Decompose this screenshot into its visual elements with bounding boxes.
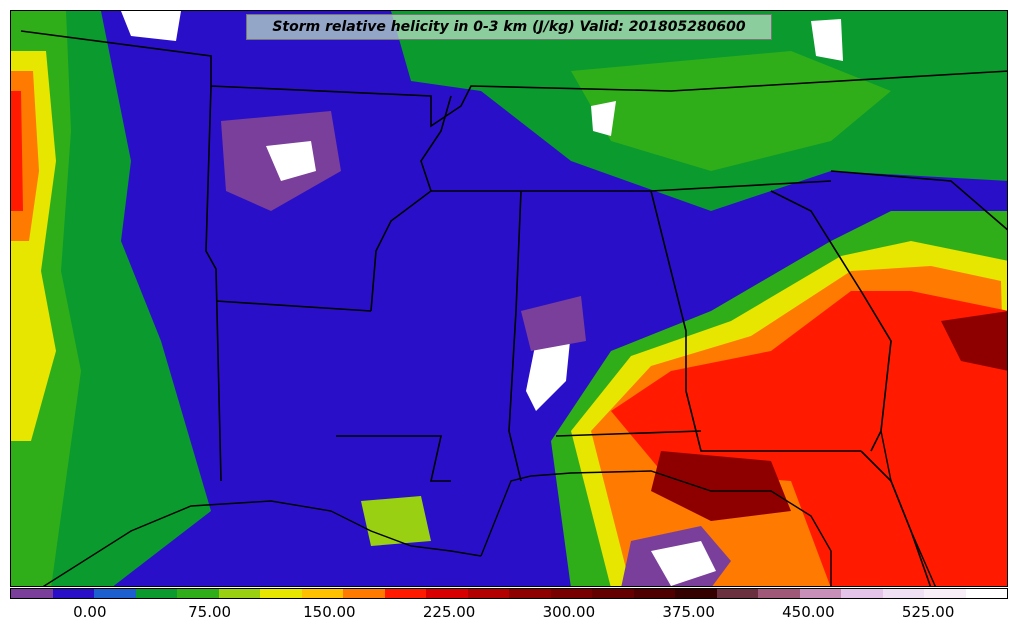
colorbar-segment — [135, 589, 177, 598]
field-red-southeast — [611, 291, 1007, 586]
helicity-map — [11, 11, 1007, 586]
colorbar-segment — [384, 589, 426, 598]
colorbar-tick-label: 525.00 — [901, 603, 955, 621]
colorbar — [10, 588, 1008, 599]
colorbar-segment — [426, 589, 468, 598]
field-white-alabama — [526, 331, 571, 411]
field-white-north — [121, 11, 181, 41]
field-darkred-carolina — [941, 311, 1007, 371]
colorbar-segment — [94, 589, 136, 598]
colorbar-tick-label: 150.00 — [303, 603, 356, 621]
field-purple-alabama — [521, 296, 586, 351]
colorbar-segment — [218, 589, 260, 598]
coastlines — [42, 430, 936, 586]
field-white-tennessee — [591, 101, 616, 136]
colorbar-tick-label: 0.00 — [73, 603, 107, 621]
colorbar-tick-label: 375.00 — [662, 603, 715, 621]
colorbar-segment — [467, 589, 509, 598]
field-white-gulf-low — [651, 541, 716, 586]
field-white-northeast — [811, 19, 843, 61]
field-lightgreen-north — [571, 51, 891, 171]
colorbar-segment — [799, 589, 841, 598]
colorbar-segment — [550, 589, 592, 598]
colorbar-tick-label: 75.00 — [188, 603, 232, 621]
colorbar-segment — [758, 589, 800, 598]
colorbar-segment — [841, 589, 883, 598]
field-red-west — [11, 91, 23, 211]
colorbar-segment — [675, 589, 717, 598]
colorbar-tick-labels: 0.00 75.00 150.00 225.00 300.00 375.00 450.00 5… — [0, 603, 1018, 623]
colorbar-segment — [633, 589, 675, 598]
colorbar-tick-label: 225.00 — [422, 603, 476, 621]
colorbar-segment — [260, 589, 302, 598]
field-yellowgreen-louisiana — [361, 496, 431, 546]
colorbar-segment — [11, 589, 53, 598]
field-darkred-gulf — [651, 451, 791, 521]
colorbar-segment — [592, 589, 634, 598]
colorbar-segment — [177, 589, 219, 598]
colorbar-segment — [301, 589, 343, 598]
map-title: Storm relative helicity in 0-3 km (J/kg)… — [246, 14, 772, 40]
colorbar-segment — [509, 589, 551, 598]
colorbar-segment — [924, 589, 966, 598]
colorbar-segment — [882, 589, 924, 598]
field-white-arkansas — [266, 141, 316, 181]
colorbar-segment — [52, 589, 94, 598]
colorbar-tick-label: 300.00 — [542, 603, 596, 621]
colorbar-segment — [343, 589, 385, 598]
colorbar-segment — [965, 589, 1007, 598]
map-panel — [10, 10, 1008, 587]
colorbar-tick-label: 450.00 — [782, 603, 835, 621]
colorbar-segment — [716, 589, 758, 598]
